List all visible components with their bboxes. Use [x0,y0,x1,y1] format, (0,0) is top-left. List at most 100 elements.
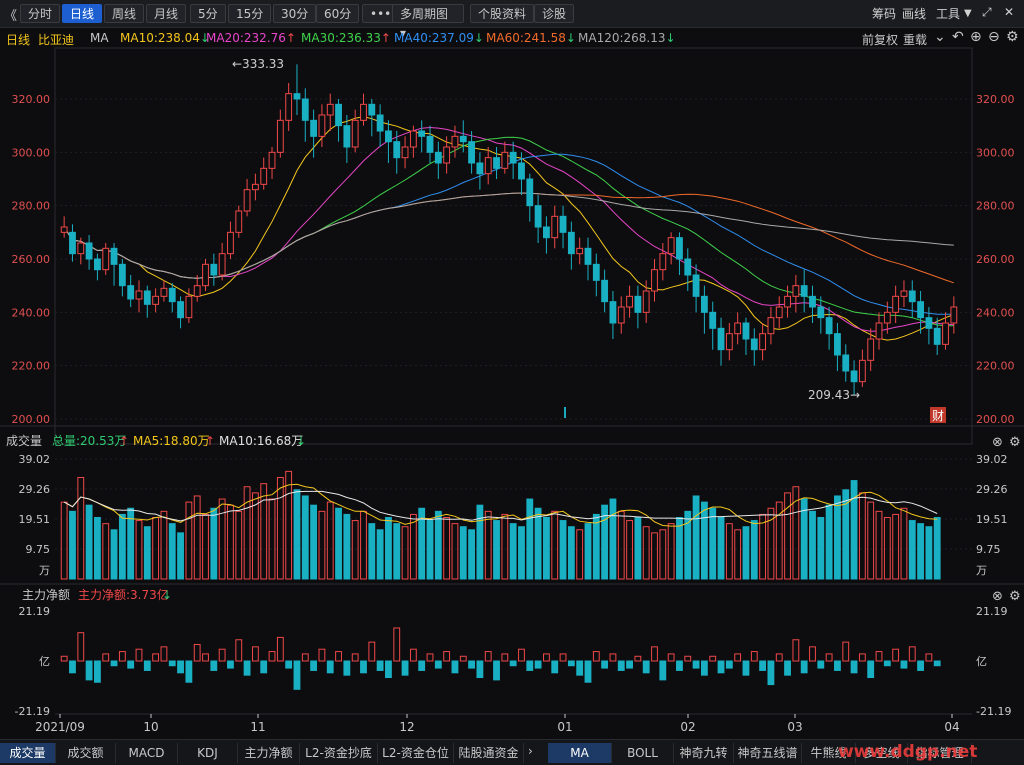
flow-bar [584,660,592,683]
period-tab-5min[interactable]: 5分 [190,4,226,23]
flow-bar [102,653,110,662]
period-tab-weekly[interactable]: 周线 [104,4,145,23]
volume-bar [376,529,384,580]
flow-bar [418,660,426,671]
draw-line-button[interactable]: 画线 [902,7,927,21]
period-tab-30min[interactable]: 30分 [273,4,317,23]
candle-body [102,247,110,271]
multi-period-dropdown[interactable]: 多周期图 ▾ [392,4,464,40]
period-tab-60min[interactable]: 60分 [316,4,360,23]
fullscreen-icon[interactable]: ⤢ [982,5,992,19]
chips-button[interactable]: 筹码 [872,7,897,21]
period-tab-intraday[interactable]: 分时 [20,4,61,23]
undo-icon[interactable]: ↶ [952,29,964,45]
indicator-tab-5[interactable]: L2-资金抄底 [300,743,378,763]
indicator-tab-6[interactable]: L2-资金仓位 [378,743,454,763]
candle-body [800,285,808,297]
volume-bar [451,523,459,580]
candle-body [351,119,359,148]
close-panel-icon[interactable]: ⊗ [992,435,1003,450]
period-tab-daily[interactable]: 日线 [62,4,103,23]
flow-bar [218,648,226,662]
flow-bar [617,660,625,671]
volume-bar [85,504,93,580]
price-tick-label: 300.00 [12,146,51,159]
volume-bar [434,510,442,580]
indicator-tab-2[interactable]: MACD [116,743,178,763]
overlay-tab-0[interactable]: MA [548,743,612,763]
volume-bar [235,510,243,580]
kline-chart[interactable]: 320.00 300.00 280.00 260.00 240.00 220.00 200.… [0,28,1024,739]
settings-menu-icon[interactable]: ⌄ [934,29,946,45]
overlay-tab-6[interactable]: 指标管理 [908,743,972,763]
indicator-tab-1[interactable]: 成交额 [56,743,116,763]
candle-body [925,317,933,329]
candle-body [559,215,567,233]
zoom-in-icon[interactable]: ⊕ [970,29,982,45]
overlay-tab-5[interactable]: 多空线 [856,743,908,763]
price-tick-label: 220.00 [12,360,51,373]
stock-info-button[interactable]: 个股资料 [470,4,535,23]
volume-bar [559,520,567,580]
settings-icon[interactable]: ⚙ [1006,29,1019,45]
flow-bar [118,651,126,662]
ma-label[interactable]: MA [90,31,109,45]
indicator-tab-4[interactable]: 主力净额 [238,743,300,763]
flow-bar [409,648,417,662]
finance-badge[interactable] [930,407,946,423]
tools-button[interactable]: 工具 [936,7,961,21]
flow-bar [351,653,359,662]
flow-bar [809,646,816,662]
flow-bar [69,660,76,674]
candle-body [227,231,234,255]
price-axis-left: 320.00 300.00 280.00 260.00 240.00 220.00 200.… [12,93,51,426]
flow-tick-label: -21.19 [976,705,1011,718]
flow-bar [917,660,924,671]
overlay-tab-1[interactable]: BOLL [612,743,674,763]
volume-bar [817,516,825,580]
price-axis-right: 320.00 300.00 280.00 260.00 240.00 220.00 200.… [976,93,1015,426]
overlay-tab-2[interactable]: 神奇九转 [674,743,734,763]
candle-body [376,114,384,132]
up-arrow-icon: ↑ [380,31,391,45]
up-arrow-icon: ↑ [285,31,296,45]
panel-settings-icon[interactable]: ⚙ [1009,589,1021,604]
candles [60,64,958,395]
price-tick-label: 240.00 [976,306,1015,319]
volume-bar [318,510,326,580]
panel-settings-icon[interactable]: ⚙ [1009,435,1021,450]
candle-body [326,103,334,116]
volume-bar [509,523,517,580]
period-tab-15min[interactable]: 15分 [228,4,272,23]
indicator-tab-7[interactable]: 陆股通资金 [454,743,524,763]
candle-body [409,130,417,148]
overlay-tab-3[interactable]: 神奇五线谱 [734,743,802,763]
close-panel-icon[interactable]: ⊗ [992,589,1003,604]
tools-chevron-icon[interactable]: ▼ [964,8,972,19]
volume-bar [626,520,633,580]
flow-bars [60,627,941,690]
period-tab-monthly[interactable]: 月线 [146,4,187,23]
volume-bar [227,504,234,580]
volume-bar [60,501,68,580]
close-window-icon[interactable]: ✕ [1004,5,1015,19]
back-icon[interactable]: 《 [4,9,18,24]
diagnose-button[interactable]: 诊股 [534,4,575,23]
flow-bar [850,660,858,674]
chevron-right-icon[interactable]: › [528,744,533,758]
candle-body [676,237,683,260]
volume-tick-label: 19.51 [19,513,51,526]
flow-bar [567,660,575,667]
reload-button[interactable]: 重载 [903,33,928,47]
candle-body [276,119,284,153]
indicator-tab-3[interactable]: KDJ [178,743,238,763]
volume-bar [809,510,816,580]
zoom-out-icon[interactable]: ⊖ [988,29,1000,45]
volume-bar [858,492,866,580]
ma20-text: MA20:232.76 [206,31,286,45]
overlay-tab-4[interactable]: 牛熊线 [802,743,856,763]
price-adjust-button[interactable]: 前复权 [862,33,899,47]
flow-bar [875,651,883,662]
candle-body [792,285,800,297]
indicator-tab-0[interactable]: 成交量 [0,743,56,763]
